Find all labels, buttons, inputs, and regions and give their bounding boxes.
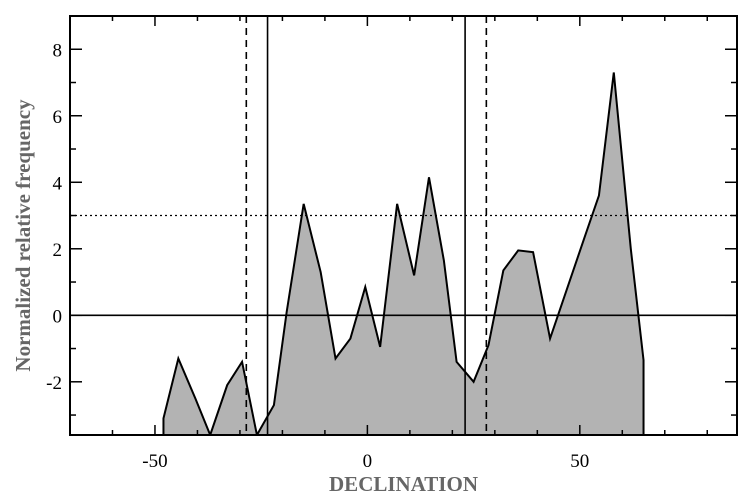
x-axis-label: DECLINATION bbox=[329, 472, 478, 494]
y-tick-label: 0 bbox=[53, 306, 63, 327]
y-tick-label: 2 bbox=[53, 240, 63, 261]
y-tick-label: -2 bbox=[46, 373, 62, 394]
x-tick-label: 50 bbox=[570, 451, 589, 472]
tick-labels: -50 0 50 -2 0 2 4 6 8 bbox=[46, 40, 589, 472]
reference-lines bbox=[70, 16, 737, 435]
y-tick-label: 6 bbox=[53, 107, 63, 128]
area-fill-layer bbox=[163, 72, 644, 435]
series-area-fill bbox=[163, 72, 644, 435]
x-tick-label: -50 bbox=[142, 451, 167, 472]
y-tick-label: 4 bbox=[53, 173, 63, 194]
y-axis-label: Normalized relative frequency bbox=[11, 99, 35, 372]
y-tick-label: 8 bbox=[53, 40, 63, 61]
x-tick-label: 0 bbox=[363, 451, 373, 472]
axis-ticks bbox=[70, 16, 737, 435]
series-line bbox=[162, 72, 645, 435]
series-line-layer bbox=[162, 72, 645, 435]
plot-frame bbox=[69, 15, 738, 436]
